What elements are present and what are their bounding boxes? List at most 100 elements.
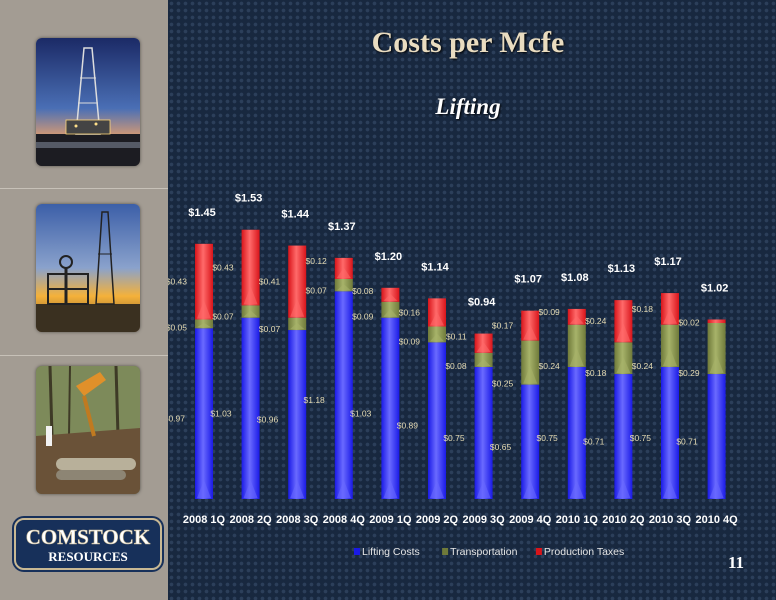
bar-lifting bbox=[195, 328, 213, 499]
total-label: $1.02 bbox=[701, 282, 729, 294]
legend-swatch-tax bbox=[535, 548, 542, 555]
total-label: $1.14 bbox=[421, 261, 449, 273]
bar-transport-highlight bbox=[336, 284, 351, 291]
x-tick-label: 2009 4Q bbox=[509, 514, 552, 526]
bar-lifting-highlight bbox=[569, 480, 584, 498]
bar-tax bbox=[241, 229, 260, 306]
bar-transport bbox=[567, 324, 586, 367]
label-production-taxes: $0.18 bbox=[632, 304, 654, 314]
label-lifting: $1.03 bbox=[350, 408, 372, 418]
bar-transport-highlight bbox=[616, 357, 631, 374]
total-label: $1.37 bbox=[328, 221, 356, 233]
bar-tax-highlight bbox=[523, 324, 538, 340]
x-tick-label: 2010 2Q bbox=[602, 514, 645, 526]
bar-transport bbox=[521, 340, 540, 385]
label-lifting: $0.65 bbox=[490, 442, 512, 452]
label-lifting: $0.75 bbox=[537, 433, 559, 443]
bar-transport-highlight bbox=[663, 348, 677, 366]
chart-panel bbox=[168, 0, 776, 600]
bar-tax-highlight bbox=[290, 298, 305, 317]
bar-lifting bbox=[474, 367, 493, 499]
label-transportation: $0.07 bbox=[259, 324, 281, 334]
bar-lifting bbox=[381, 317, 400, 499]
bar-lifting bbox=[521, 384, 540, 499]
bar-lifting-highlight bbox=[523, 480, 538, 498]
bar-tax bbox=[195, 243, 213, 320]
total-label: $1.08 bbox=[561, 272, 589, 284]
bar-tax-highlight bbox=[569, 315, 584, 324]
logo-subtext: RESOURCES bbox=[48, 549, 127, 564]
bar-transport-highlight bbox=[243, 310, 258, 317]
legend-label-transport: Transportation bbox=[450, 546, 517, 558]
total-label: $1.20 bbox=[375, 251, 403, 263]
label-transportation: $0.05 bbox=[168, 322, 187, 332]
bar-lifting bbox=[288, 330, 307, 499]
bar-lifting-highlight bbox=[616, 480, 631, 498]
label-lifting: $1.03 bbox=[210, 408, 232, 418]
bar-lifting bbox=[428, 342, 446, 499]
bar-transport-highlight bbox=[290, 322, 305, 330]
comstock-resources-logo: COMSTOCK RESOURCES bbox=[14, 518, 162, 570]
label-lifting: $0.75 bbox=[630, 433, 652, 443]
label-production-taxes: $0.16 bbox=[399, 307, 421, 317]
label-lifting: $1.18 bbox=[304, 395, 326, 405]
bar-lifting-highlight bbox=[383, 480, 398, 498]
bar-tax-highlight bbox=[383, 293, 398, 301]
bar-lifting bbox=[614, 374, 633, 499]
bar-lifting bbox=[567, 367, 586, 499]
bar-transport bbox=[661, 324, 679, 367]
label-transportation: $0.09 bbox=[352, 312, 374, 322]
bar-tax-highlight bbox=[430, 311, 444, 326]
sidebar-divider bbox=[0, 355, 168, 356]
legend-swatch-transport bbox=[442, 548, 449, 555]
total-label: $1.44 bbox=[281, 209, 309, 221]
label-lifting: $0.71 bbox=[583, 437, 605, 447]
label-production-taxes: $0.09 bbox=[539, 307, 561, 317]
label-production-taxes: $0.11 bbox=[446, 332, 467, 342]
label-transportation: $0.07 bbox=[306, 285, 328, 295]
legend-swatch-lifting bbox=[354, 548, 360, 555]
bar-lifting-highlight bbox=[709, 480, 724, 498]
bar-transport-highlight bbox=[197, 322, 211, 328]
bar-tax-highlight bbox=[476, 342, 491, 352]
x-tick-label: 2008 2Q bbox=[229, 514, 272, 526]
bar-tax-highlight bbox=[663, 307, 677, 324]
chart-subtitle: Lifting bbox=[435, 94, 501, 119]
bar-lifting bbox=[241, 317, 260, 499]
bar-lifting bbox=[707, 374, 726, 499]
bar-tax-highlight bbox=[336, 267, 351, 278]
label-transportation: $0.08 bbox=[445, 361, 467, 371]
bar-tax bbox=[614, 300, 633, 343]
total-label: $1.45 bbox=[188, 207, 216, 219]
x-tick-label: 2009 1Q bbox=[369, 514, 412, 526]
x-tick-label: 2010 1Q bbox=[556, 514, 599, 526]
label-transportation: $0.09 bbox=[399, 336, 421, 346]
bar-lifting-highlight bbox=[663, 480, 677, 498]
bar-lifting-highlight bbox=[197, 480, 211, 498]
photo-drilling-rig-dusk bbox=[36, 38, 140, 166]
label-transportation: $0.29 bbox=[678, 368, 700, 378]
x-tick-label: 2008 3Q bbox=[276, 514, 319, 526]
slide-title: Costs per Mcfe bbox=[371, 26, 565, 59]
legend-label-lifting: Lifting Costs bbox=[362, 546, 420, 558]
bar-lifting bbox=[661, 367, 679, 499]
bar-transport bbox=[707, 323, 726, 375]
bar-tax bbox=[288, 245, 307, 318]
bar-lifting-highlight bbox=[290, 480, 305, 498]
legend-label-tax: Production Taxes bbox=[544, 546, 624, 558]
label-production-taxes: $0.41 bbox=[259, 277, 281, 287]
label-production-taxes: $0.02 bbox=[678, 317, 700, 327]
label-lifting: $0.97 bbox=[168, 414, 185, 424]
bar-lifting bbox=[334, 291, 353, 499]
label-lifting: $0.71 bbox=[676, 437, 698, 447]
bar-lifting-highlight bbox=[430, 480, 444, 498]
label-lifting: $0.96 bbox=[257, 415, 279, 425]
bar-transport-highlight bbox=[709, 355, 724, 374]
label-transportation: $0.25 bbox=[492, 379, 514, 389]
x-tick-label: 2010 3Q bbox=[649, 514, 692, 526]
label-lifting: $0.75 bbox=[443, 433, 465, 443]
label-production-taxes: $0.08 bbox=[352, 286, 374, 296]
bar-transport-highlight bbox=[383, 308, 398, 317]
x-tick-label: 2008 4Q bbox=[323, 514, 366, 526]
photo-pipeline-forest bbox=[36, 366, 140, 494]
